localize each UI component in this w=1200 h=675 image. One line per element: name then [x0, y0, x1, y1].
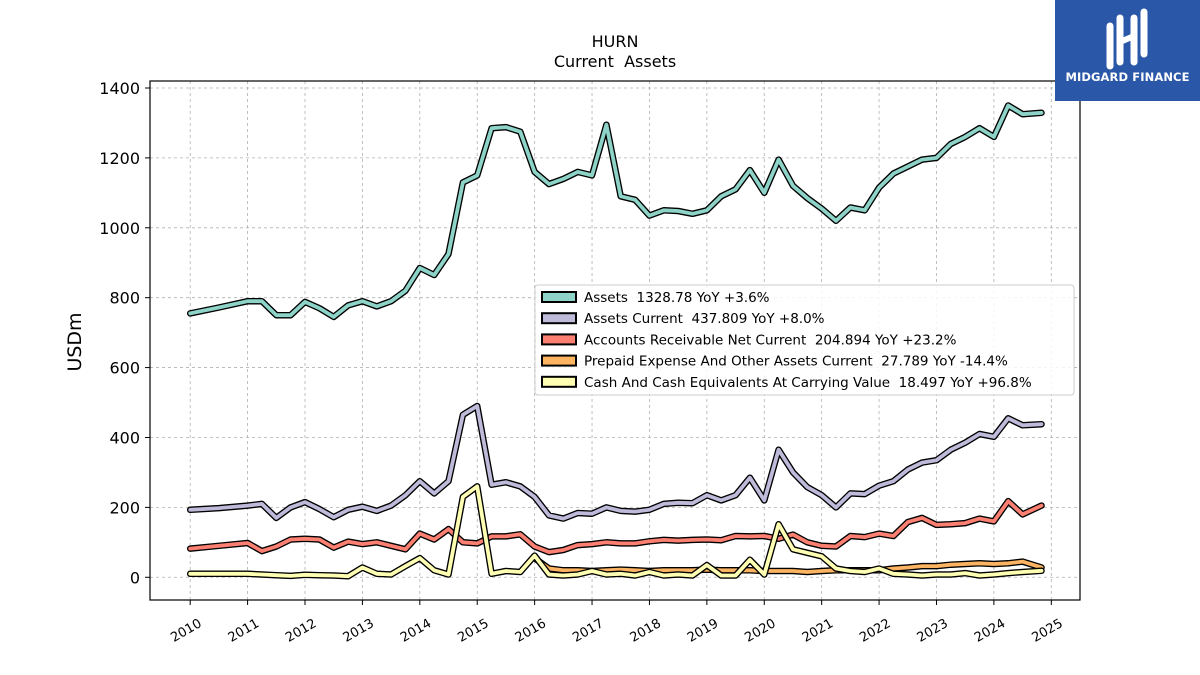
series-2: [186, 497, 1045, 556]
series-line: [188, 484, 1044, 579]
y-tick-label: 1200: [99, 149, 140, 168]
legend-swatch: [541, 333, 577, 346]
x-tick-label: 2010: [168, 616, 204, 646]
series-3: [531, 554, 1045, 576]
x-tick-label: 2025: [1029, 616, 1065, 646]
series-outline: [186, 483, 1045, 580]
legend-entry: Assets Current 437.809 YoY +8.0%: [584, 311, 825, 327]
x-tick-label: 2011: [226, 616, 262, 646]
x-axis-ticks: 2010 2011 2012 2013 2014 2015 2016 2017 2018 2019…: [168, 600, 1066, 646]
x-tick-label: 2023: [915, 616, 951, 646]
x-tick-label: 2012: [283, 616, 319, 646]
legend-box: [534, 284, 1075, 396]
x-tick-label: 2013: [341, 616, 377, 646]
brand-logo: MIDGARD FINANCE: [1055, 0, 1200, 101]
x-tick-label: 2017: [570, 616, 606, 646]
brand-mark-icon: [1106, 8, 1148, 70]
y-tick-label: 0: [130, 568, 140, 587]
x-tick-label: 2020: [742, 616, 778, 646]
legend-swatch: [541, 375, 577, 388]
series-line: [188, 499, 1044, 554]
series-0: [186, 102, 1045, 321]
x-tick-label: 2019: [685, 616, 721, 646]
series-outline: [186, 402, 1045, 522]
y-tick-label: 1000: [99, 219, 140, 238]
y-axis-ticks: 0 200 400 600 800 1000 1200 1400: [99, 79, 150, 587]
x-tick-label: 2021: [800, 616, 836, 646]
legend: Assets 1328.78 YoY +3.6% Assets Current 4…: [534, 284, 1075, 396]
series-4: [186, 483, 1045, 580]
series-line: [532, 556, 1044, 574]
y-tick-label: 1400: [99, 79, 140, 98]
legend-swatch: [541, 354, 577, 367]
series-1: [186, 402, 1045, 522]
x-tick-label: 2016: [513, 616, 549, 646]
legend-swatch: [541, 291, 577, 303]
x-tick-label: 2018: [628, 616, 664, 646]
legend-entry: Accounts Receivable Net Current 204.894 …: [584, 332, 957, 348]
brand-name: MIDGARD FINANCE: [1065, 70, 1190, 84]
series-lines: [186, 102, 1045, 580]
x-tick-label: 2022: [857, 616, 893, 646]
chart-subtitle: Current Assets: [554, 52, 676, 71]
y-axis-label: USDm: [64, 312, 86, 371]
y-tick-label: 200: [109, 498, 140, 517]
y-tick-label: 600: [109, 359, 140, 378]
x-tick-label: 2015: [455, 616, 491, 646]
legend-swatch: [541, 312, 577, 325]
legend-entry: Prepaid Expense And Other Assets Current…: [584, 354, 1008, 370]
y-tick-label: 800: [109, 289, 140, 308]
x-tick-label: 2014: [398, 616, 434, 646]
plot-area-frame: [149, 80, 1081, 601]
y-tick-label: 400: [109, 428, 140, 447]
legend-entry: Assets 1328.78 YoY +3.6%: [584, 290, 770, 306]
series-line: [188, 404, 1044, 521]
x-tick-label: 2024: [972, 616, 1008, 646]
series-line: [188, 103, 1044, 319]
chart-title: HURN: [592, 32, 639, 51]
legend-entry: Cash And Cash Equivalents At Carrying Va…: [584, 375, 1032, 391]
